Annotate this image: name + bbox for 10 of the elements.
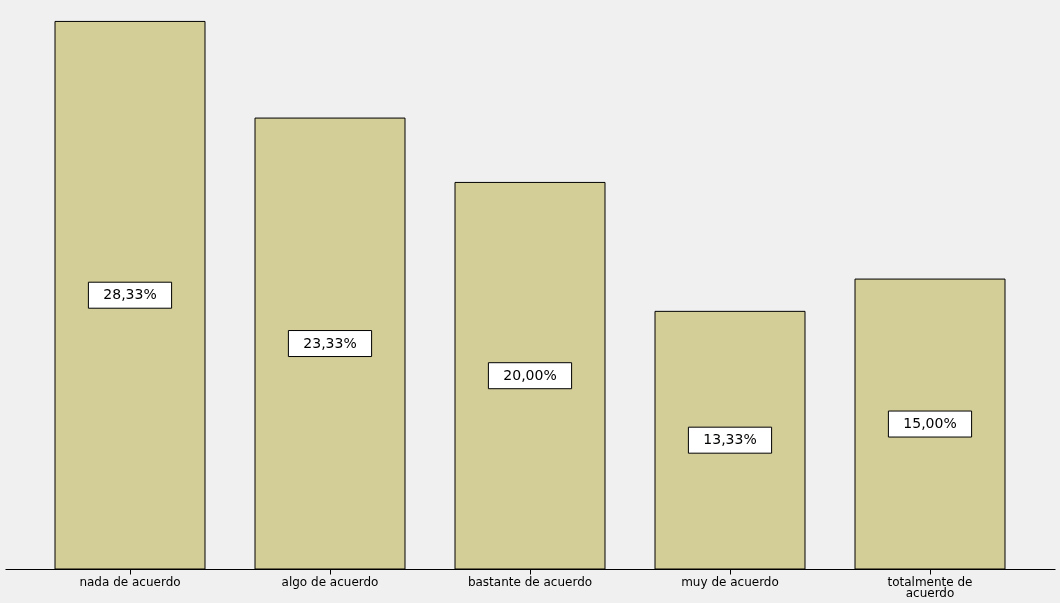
data-label: 15,00% [903, 415, 957, 432]
x-tick-label: nada de acuerdo [79, 574, 181, 589]
x-tick-label: totalmente de acuerdo [887, 574, 973, 600]
data-label: 20,00% [503, 366, 557, 383]
data-label: 28,33% [103, 286, 157, 303]
x-tick-label: muy de acuerdo [681, 574, 779, 589]
data-label: 13,33% [703, 431, 757, 448]
data-label: 23,33% [303, 334, 357, 351]
x-tick-label: algo de acuerdo [281, 574, 379, 589]
x-tick-label: bastante de acuerdo [467, 574, 593, 589]
